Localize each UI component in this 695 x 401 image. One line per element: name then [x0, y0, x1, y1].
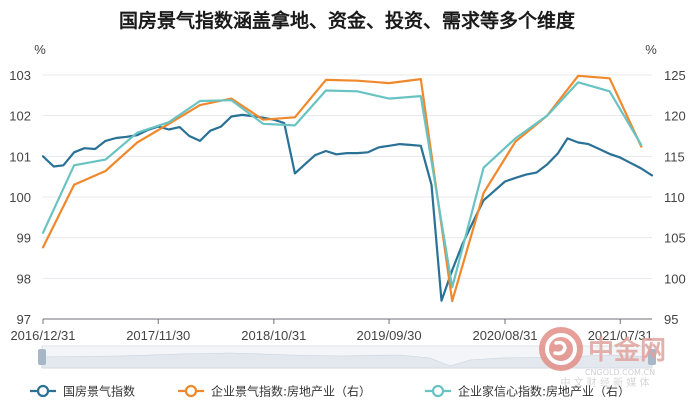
series-line-3 [41, 81, 643, 289]
x-tick-label: 2016/12/31 [10, 328, 75, 343]
watermark: 中金网 CNGOLD.COM.CN 中 文 财 经 新 媒 体 [539, 327, 666, 389]
x-tick-label: 2019/09/30 [357, 328, 422, 343]
legend-label: 企业景气指数:房地产业（右） [211, 384, 371, 399]
left-tick-label: 101 [9, 149, 31, 164]
legend-label: 国房景气指数 [63, 384, 135, 399]
zoom-slider-handle-left[interactable] [38, 349, 46, 365]
zoom-slider-handle-right[interactable] [648, 349, 656, 365]
gridlines [43, 74, 652, 320]
legend: 国房景气指数 企业景气指数:房地产业（右） 企业家信心指数:房地产业（右） [30, 384, 630, 399]
legend-item-1[interactable]: 国房景气指数 [30, 384, 135, 399]
right-tick-label: 125 [664, 68, 686, 83]
left-tick-label: 102 [9, 109, 31, 124]
right-axis-unit: % [645, 42, 657, 57]
right-tick-label: 95 [664, 312, 678, 327]
right-tick-label: 110 [664, 190, 685, 205]
watermark-brand: 中金网 [588, 335, 666, 366]
watermark-domain: CNGOLD.COM.CN [585, 368, 655, 377]
legend-marker [36, 384, 50, 398]
right-tick-label: 105 [664, 231, 686, 246]
left-axis-unit: % [34, 42, 46, 57]
left-tick-label: 98 [17, 271, 31, 286]
x-axis: 2016/12/31 2017/11/30 2018/10/31 2019/09/30… [10, 318, 653, 343]
series-line-1 [41, 113, 654, 302]
legend-marker [184, 384, 198, 398]
x-tick-label: 2018/10/31 [241, 328, 306, 343]
legend-marker [431, 384, 445, 398]
brand-logo-icon [539, 327, 583, 371]
left-tick-label: 103 [9, 68, 31, 83]
right-axis-ticks: 95 100 105 110 115 120 125 [664, 68, 686, 327]
x-tick-label: 2017/11/30 [126, 328, 190, 343]
zoom-slider-preview [41, 352, 653, 369]
left-tick-label: 99 [17, 231, 31, 246]
right-tick-label: 100 [664, 271, 686, 286]
series-layer [41, 74, 654, 303]
legend-item-3[interactable]: 企业家信心指数:房地产业（右） [425, 384, 630, 399]
right-tick-label: 120 [664, 109, 686, 124]
left-tick-label: 97 [17, 312, 31, 327]
legend-item-2[interactable]: 企业景气指数:房地产业（右） [178, 384, 371, 399]
chart-title: 国房景气指数涵盖拿地、资金、投资、需求等多个维度 [119, 9, 576, 32]
x-tick-label: 2021/07/31 [588, 328, 653, 343]
left-tick-label: 100 [9, 190, 31, 205]
right-tick-label: 115 [664, 149, 685, 164]
left-axis-ticks: 97 98 99 100 101 102 103 [9, 68, 31, 327]
x-tick-label: 2020/08/31 [472, 328, 537, 343]
zoom-slider[interactable] [38, 345, 656, 369]
legend-label: 企业家信心指数:房地产业（右） [458, 384, 630, 399]
watermark-slogan: 中 文 财 经 新 媒 体 [560, 376, 649, 389]
